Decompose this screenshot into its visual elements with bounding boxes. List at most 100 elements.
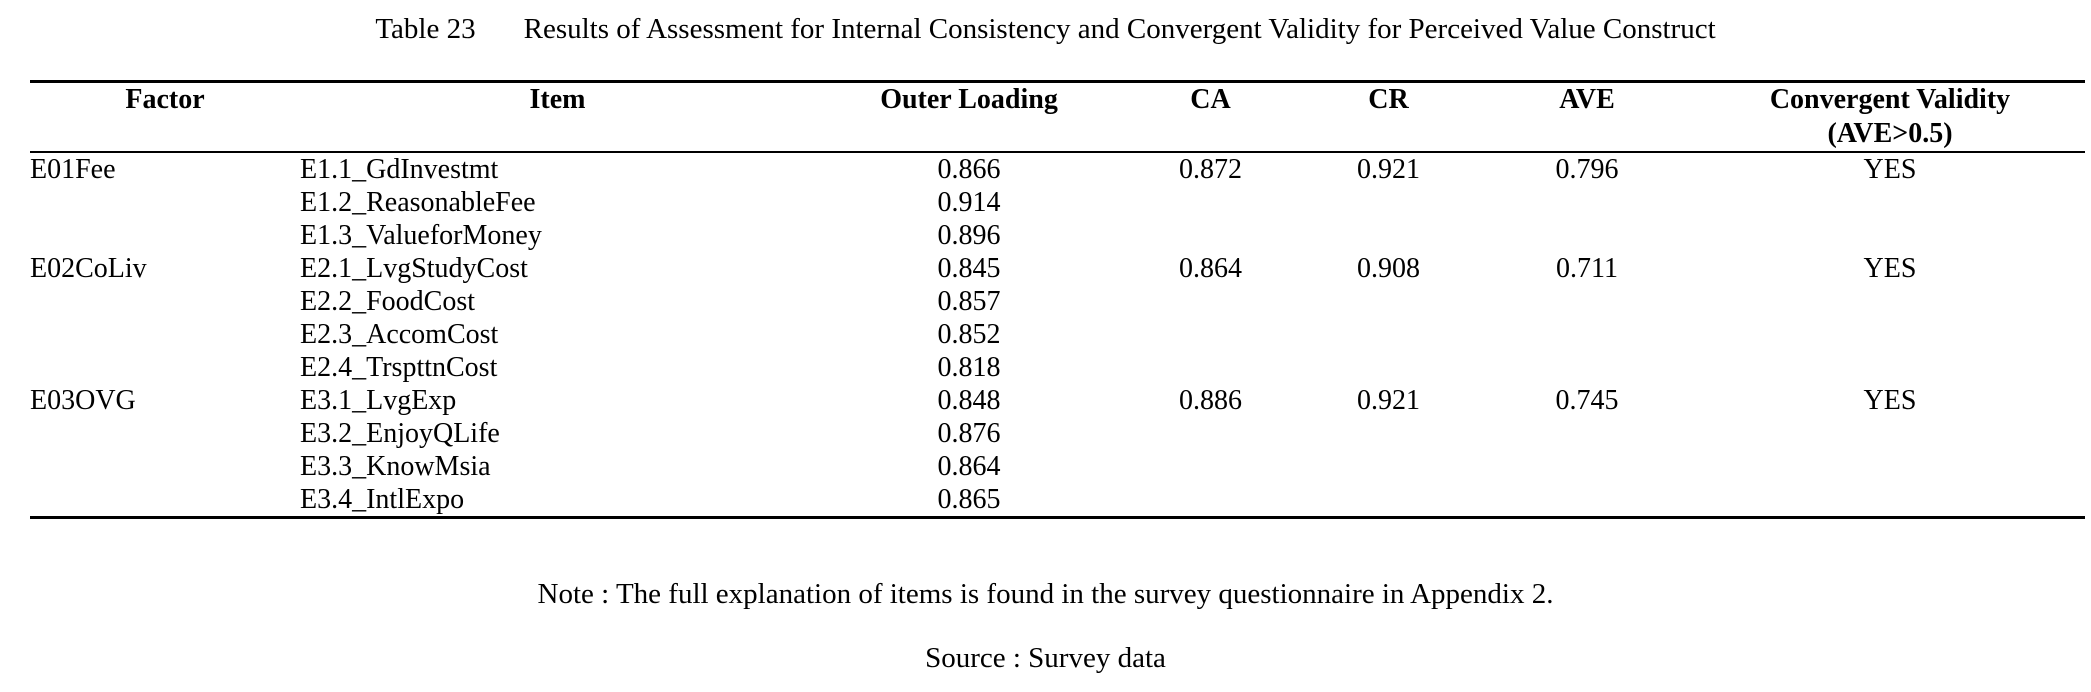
item-cell: E1.3_ValueforMoney (300, 220, 542, 251)
cr-cell (1298, 219, 1479, 252)
cr-cell (1298, 450, 1479, 483)
table-row: E01Fee E1.1_GdInvestmt 0.866 0.872 0.921… (30, 152, 2085, 186)
convergent-validity-cell (1695, 186, 2085, 219)
convergent-validity-cell (1695, 351, 2085, 384)
convergent-validity-cell (1695, 285, 2085, 318)
ca-cell: 0.872 (1179, 154, 1242, 185)
factor-cell (30, 186, 300, 219)
header-cr: CR (1298, 81, 1479, 153)
ca-cell (1123, 318, 1298, 351)
table-row: E3.3_KnowMsia 0.864 (30, 450, 2085, 483)
item-cell: E2.1_LvgStudyCost (300, 253, 528, 284)
item-cell: E2.3_AccomCost (300, 319, 499, 350)
table-number: Table 23 (375, 13, 476, 45)
table-row: E02CoLiv E2.1_LvgStudyCost 0.845 0.864 0… (30, 252, 2085, 285)
table-row: E03OVG E3.1_LvgExp 0.848 0.886 0.921 0.7… (30, 384, 2085, 417)
ca-cell (1123, 285, 1298, 318)
cr-cell (1298, 186, 1479, 219)
table-row: E1.2_ReasonableFee 0.914 (30, 186, 2085, 219)
ave-cell (1479, 186, 1695, 219)
ave-cell: 0.796 (1555, 154, 1619, 185)
ave-cell (1479, 219, 1695, 252)
outer-loading-cell: 0.896 (937, 220, 1001, 251)
ca-cell (1123, 351, 1298, 384)
factor-cell (30, 285, 300, 318)
convergent-validity-cell (1695, 450, 2085, 483)
header-convergent-validity-line2: (AVE>0.5) (1827, 118, 1953, 149)
item-cell: E3.3_KnowMsia (300, 451, 491, 482)
ave-cell (1479, 285, 1695, 318)
cr-cell: 0.908 (1357, 253, 1420, 284)
ave-cell (1479, 417, 1695, 450)
header-ave: AVE (1479, 81, 1695, 153)
ave-cell: 0.745 (1555, 385, 1619, 416)
factor-cell (30, 417, 300, 450)
header-item: Item (300, 81, 815, 153)
table-row: E1.3_ValueforMoney 0.896 (30, 219, 2085, 252)
table-row: E3.2_EnjoyQLife 0.876 (30, 417, 2085, 450)
item-cell: E2.2_FoodCost (300, 286, 476, 317)
factor-cell: E02CoLiv (30, 253, 147, 284)
ca-cell (1123, 186, 1298, 219)
header-outer-loading: Outer Loading (815, 81, 1123, 153)
outer-loading-cell: 0.845 (937, 253, 1001, 284)
item-cell: E1.2_ReasonableFee (300, 187, 536, 218)
outer-loading-cell: 0.876 (937, 418, 1001, 449)
ave-cell (1479, 450, 1695, 483)
factor-cell: E01Fee (30, 154, 116, 185)
header-row: Factor Item Outer Loading CA CR AVE Conv… (30, 81, 2085, 153)
item-cell: E2.4_TrspttnCost (300, 352, 498, 383)
cr-cell (1298, 351, 1479, 384)
ave-cell (1479, 483, 1695, 518)
item-cell: E3.1_LvgExp (300, 385, 457, 416)
table-caption: Table 23 Results of Assessment for Inter… (0, 12, 2091, 46)
table-row: E2.2_FoodCost 0.857 (30, 285, 2085, 318)
outer-loading-cell: 0.864 (937, 451, 1001, 482)
table-row: E2.4_TrspttnCost 0.818 (30, 351, 2085, 384)
outer-loading-cell: 0.848 (937, 385, 1001, 416)
outer-loading-cell: 0.865 (937, 484, 1001, 515)
table-row: E2.3_AccomCost 0.852 (30, 318, 2085, 351)
ave-cell (1479, 351, 1695, 384)
ca-cell (1123, 417, 1298, 450)
convergent-validity-cell: YES (1863, 253, 1917, 284)
cr-cell: 0.921 (1357, 385, 1420, 416)
outer-loading-cell: 0.857 (937, 286, 1001, 317)
factor-cell (30, 450, 300, 483)
factor-cell (30, 219, 300, 252)
factor-cell (30, 318, 300, 351)
cr-cell (1298, 417, 1479, 450)
ave-cell (1479, 318, 1695, 351)
cr-cell (1298, 285, 1479, 318)
factor-cell (30, 483, 300, 518)
ave-cell: 0.711 (1556, 253, 1618, 284)
outer-loading-cell: 0.818 (937, 352, 1001, 383)
item-cell: E1.1_GdInvestmt (300, 154, 499, 185)
results-table: Factor Item Outer Loading CA CR AVE Conv… (30, 80, 2085, 519)
factor-cell (30, 351, 300, 384)
convergent-validity-cell (1695, 318, 2085, 351)
item-cell: E3.4_IntlExpo (300, 484, 465, 515)
ca-cell: 0.886 (1179, 385, 1242, 416)
factor-cell: E03OVG (30, 385, 136, 416)
item-cell: E3.2_EnjoyQLife (300, 418, 500, 449)
ca-cell (1123, 450, 1298, 483)
ca-cell (1123, 483, 1298, 518)
cr-cell (1298, 483, 1479, 518)
cr-cell (1298, 318, 1479, 351)
header-convergent-validity-line1: Convergent Validity (1769, 84, 2011, 115)
header-ca: CA (1123, 81, 1298, 153)
table-source: Source : Survey data (925, 642, 1166, 674)
table-title: Results of Assessment for Internal Consi… (523, 13, 1716, 45)
ca-cell: 0.864 (1179, 253, 1242, 284)
header-convergent-validity: Convergent Validity (AVE>0.5) (1695, 81, 2085, 153)
convergent-validity-cell (1695, 219, 2085, 252)
convergent-validity-cell (1695, 483, 2085, 518)
outer-loading-cell: 0.866 (937, 154, 1001, 185)
convergent-validity-cell (1695, 417, 2085, 450)
outer-loading-cell: 0.914 (937, 187, 1001, 218)
outer-loading-cell: 0.852 (937, 319, 1001, 350)
ca-cell (1123, 219, 1298, 252)
cr-cell: 0.921 (1357, 154, 1420, 185)
convergent-validity-cell: YES (1863, 154, 1917, 185)
